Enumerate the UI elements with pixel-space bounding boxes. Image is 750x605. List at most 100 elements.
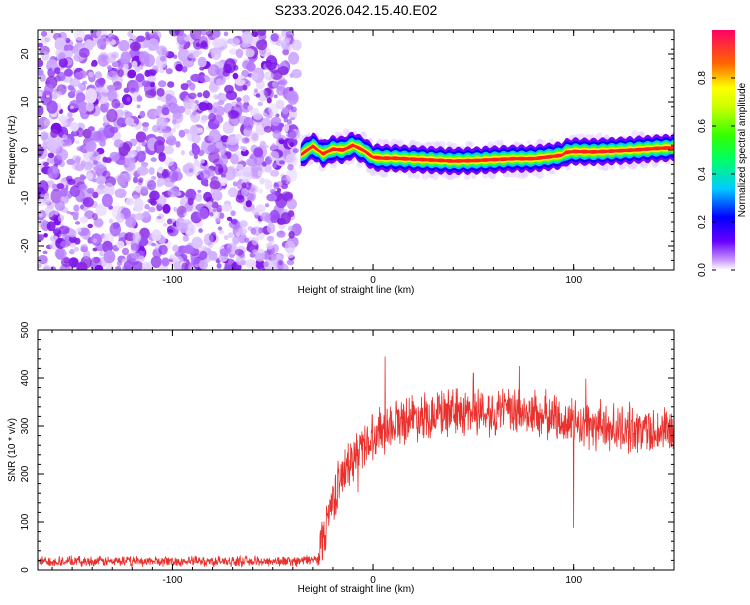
noise-blob bbox=[219, 154, 229, 166]
noise-blob bbox=[273, 203, 285, 218]
noise-blob bbox=[257, 248, 264, 254]
noise-blob bbox=[182, 235, 189, 242]
noise-blob bbox=[227, 109, 239, 120]
ridge-halo-blob bbox=[521, 173, 525, 178]
noise-blob bbox=[85, 88, 97, 104]
noise-blob bbox=[231, 101, 237, 107]
noise-blob bbox=[242, 84, 248, 91]
ridge-halo-blob bbox=[360, 131, 366, 137]
ridge-halo-blob bbox=[342, 128, 350, 136]
noise-blob bbox=[279, 160, 285, 165]
noise-blob bbox=[78, 83, 85, 90]
noise-blob bbox=[44, 83, 54, 96]
noise-blob bbox=[227, 187, 239, 198]
noise-blob bbox=[38, 254, 48, 265]
noise-blob bbox=[149, 80, 155, 88]
noise-blob bbox=[171, 127, 176, 133]
noise-blob bbox=[43, 233, 48, 238]
noise-blob bbox=[166, 218, 173, 225]
noise-blob bbox=[123, 260, 134, 270]
noise-blob bbox=[55, 227, 61, 231]
noise-blob bbox=[107, 66, 113, 71]
noise-blob bbox=[115, 266, 122, 270]
noise-blob bbox=[79, 216, 89, 224]
noise-blob bbox=[239, 220, 248, 228]
ridge-halo-blob bbox=[370, 169, 378, 177]
noise-blob bbox=[149, 193, 155, 200]
noise-blob bbox=[75, 221, 81, 225]
noise-blob bbox=[38, 213, 44, 218]
noise-blob bbox=[141, 80, 151, 87]
noise-blob bbox=[255, 258, 265, 270]
ridge-halo-blob bbox=[629, 161, 638, 170]
noise-blob bbox=[118, 39, 130, 52]
noise-blob bbox=[185, 99, 190, 104]
noise-blob bbox=[54, 210, 59, 215]
noise-blob bbox=[67, 112, 73, 118]
noise-blob bbox=[161, 50, 169, 57]
noise-blob bbox=[135, 131, 147, 143]
noise-blob bbox=[208, 112, 217, 122]
noise-blob bbox=[269, 252, 277, 261]
noise-blob bbox=[271, 143, 276, 148]
noise-blob bbox=[232, 235, 240, 245]
noise-blob bbox=[54, 67, 61, 75]
noise-blob bbox=[45, 94, 50, 98]
noise-blob bbox=[266, 242, 273, 250]
noise-blob bbox=[105, 263, 115, 270]
noise-blob bbox=[109, 218, 114, 224]
noise-blob bbox=[146, 33, 152, 37]
noise-blob bbox=[157, 96, 163, 101]
noise-blob bbox=[285, 153, 293, 163]
snr-y-tick-label: 0 bbox=[20, 567, 31, 573]
noise-blob bbox=[93, 164, 106, 173]
noise-blob bbox=[238, 79, 246, 85]
spectrogram-y-tick-label: 0 bbox=[20, 147, 31, 153]
spectrogram-y-tick-label: 10 bbox=[20, 96, 31, 108]
noise-blob bbox=[174, 251, 182, 257]
noise-blob bbox=[218, 93, 228, 103]
ridge-halo-blob bbox=[549, 138, 554, 144]
noise-blob bbox=[259, 177, 266, 185]
noise-blob bbox=[176, 32, 188, 45]
noise-blob bbox=[194, 193, 203, 202]
noise-blob bbox=[242, 166, 253, 178]
noise-blob bbox=[38, 68, 44, 76]
noise-blob bbox=[209, 212, 214, 217]
noise-blob bbox=[241, 182, 247, 189]
noise-blob bbox=[46, 221, 56, 232]
spectrogram-x-tick-label: 100 bbox=[565, 275, 582, 286]
noise-blob bbox=[150, 200, 158, 206]
noise-blob bbox=[135, 145, 142, 153]
noise-blob bbox=[211, 190, 223, 201]
colorbar-tick-label: 0.0 bbox=[697, 263, 708, 277]
noise-blob bbox=[121, 247, 130, 256]
noise-blob bbox=[264, 87, 274, 100]
noise-blob bbox=[42, 250, 48, 255]
noise-blob bbox=[200, 115, 209, 121]
noise-blob bbox=[257, 30, 267, 36]
noise-blob bbox=[38, 90, 43, 98]
noise-blob bbox=[244, 237, 250, 243]
noise-blob bbox=[278, 79, 288, 86]
noise-blob bbox=[102, 240, 113, 254]
noise-blob bbox=[69, 78, 81, 88]
ridge-halo-blob bbox=[595, 135, 599, 139]
noise-blob bbox=[123, 87, 130, 94]
noise-blob bbox=[132, 232, 142, 243]
noise-blob bbox=[54, 200, 65, 211]
noise-blob bbox=[68, 235, 77, 243]
noise-blob bbox=[177, 47, 190, 63]
ridge-band-5 bbox=[300, 143, 674, 163]
noise-blob bbox=[81, 189, 94, 198]
noise-blob bbox=[185, 223, 196, 236]
noise-blob bbox=[156, 87, 165, 97]
noise-blob bbox=[183, 162, 196, 177]
noise-blob bbox=[227, 258, 233, 264]
ridge-halo-blob bbox=[536, 139, 544, 146]
noise-blob bbox=[278, 139, 286, 145]
noise-blob bbox=[44, 37, 51, 43]
noise-blob bbox=[62, 134, 68, 141]
noise-blob bbox=[235, 48, 244, 59]
